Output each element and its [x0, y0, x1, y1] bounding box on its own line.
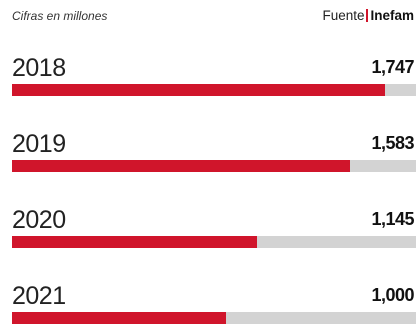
- bar-row-2020: 2020 1,145: [12, 206, 416, 256]
- source-name: Inefam: [370, 8, 414, 23]
- source-label: Fuente: [322, 8, 365, 23]
- value-label: 1,747: [371, 57, 414, 77]
- category-label: 2018: [12, 54, 66, 82]
- value-label: 1,583: [371, 133, 414, 153]
- bar-2019: [12, 160, 350, 172]
- bar-track: [12, 312, 416, 324]
- bar-row-2021: 2021 1,000: [12, 282, 416, 332]
- bar-track: [12, 160, 416, 172]
- category-label: 2021: [12, 282, 66, 310]
- bar-track: [12, 236, 416, 248]
- bar-row-2019: 2019 1,583: [12, 130, 416, 180]
- value-label: 1,000: [371, 285, 414, 305]
- source-credit: Fuente Inefam: [322, 8, 414, 23]
- category-label: 2019: [12, 130, 66, 158]
- chart-header: Cifras en millones Fuente Inefam: [12, 6, 414, 26]
- value-label: 1,145: [371, 209, 414, 229]
- bar-2018: [12, 84, 385, 96]
- chart-subtitle: Cifras en millones: [12, 9, 108, 23]
- bar-row-2018: 2018 1,747: [12, 54, 416, 104]
- bar-2020: [12, 236, 257, 248]
- category-label: 2020: [12, 206, 66, 234]
- bar-track: [12, 84, 416, 96]
- bar-2021: [12, 312, 226, 324]
- source-separator: [366, 9, 369, 22]
